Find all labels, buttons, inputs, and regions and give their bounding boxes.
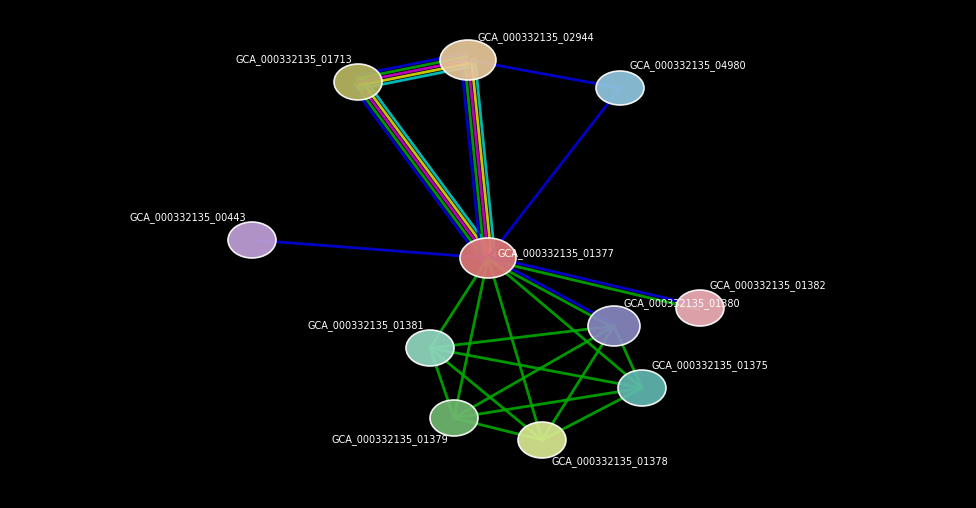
Text: GCA_000332135_01381: GCA_000332135_01381 — [307, 321, 424, 331]
Ellipse shape — [618, 370, 666, 406]
Text: GCA_000332135_04980: GCA_000332135_04980 — [630, 60, 747, 72]
Text: GCA_000332135_02944: GCA_000332135_02944 — [478, 33, 594, 44]
Ellipse shape — [440, 40, 496, 80]
Text: GCA_000332135_00443: GCA_000332135_00443 — [130, 212, 246, 224]
Ellipse shape — [334, 64, 382, 100]
Ellipse shape — [460, 238, 516, 278]
Ellipse shape — [430, 400, 478, 436]
Ellipse shape — [588, 306, 640, 346]
Text: GCA_000332135_01379: GCA_000332135_01379 — [331, 434, 448, 446]
Text: GCA_000332135_01380: GCA_000332135_01380 — [624, 299, 741, 309]
Text: GCA_000332135_01375: GCA_000332135_01375 — [652, 361, 769, 371]
Ellipse shape — [406, 330, 454, 366]
Text: GCA_000332135_01377: GCA_000332135_01377 — [498, 248, 615, 260]
Ellipse shape — [518, 422, 566, 458]
Text: GCA_000332135_01713: GCA_000332135_01713 — [235, 54, 352, 66]
Ellipse shape — [596, 71, 644, 105]
Ellipse shape — [228, 222, 276, 258]
Text: GCA_000332135_01378: GCA_000332135_01378 — [552, 457, 669, 467]
Text: GCA_000332135_01382: GCA_000332135_01382 — [710, 280, 827, 292]
Ellipse shape — [676, 290, 724, 326]
